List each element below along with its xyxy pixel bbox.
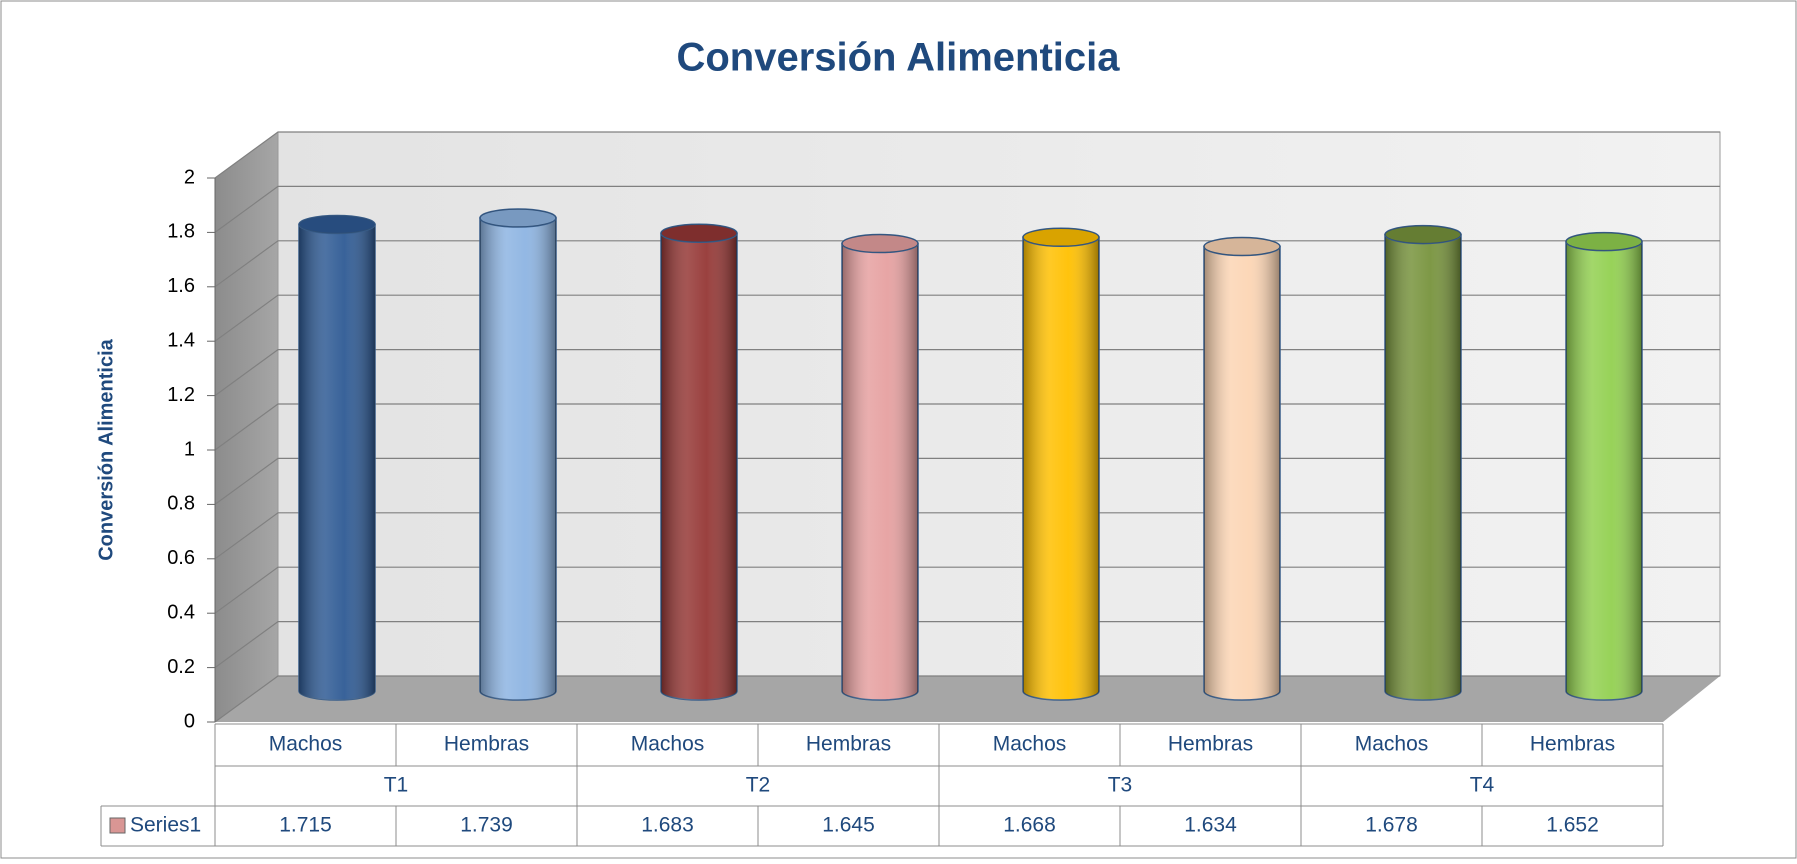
data-label: 1.668 — [1003, 814, 1056, 837]
group-label: T1 — [384, 774, 409, 797]
y-tick-label: 0.4 — [167, 601, 195, 623]
bar-top — [660, 223, 738, 243]
bar-top — [1384, 224, 1462, 245]
bar-top-shade — [1023, 228, 1099, 247]
grid-line — [214, 185, 1720, 233]
y-axis-label: Conversión Alimenticia — [95, 338, 117, 560]
bar-top — [1203, 236, 1281, 257]
bar-top — [1022, 227, 1100, 248]
data-label: 1.634 — [1184, 814, 1237, 837]
floor — [215, 676, 1720, 722]
bar-top — [841, 233, 919, 254]
y-tick-label: 1.4 — [167, 329, 195, 351]
data-label: 1.683 — [641, 814, 694, 837]
bar-top-shade — [480, 208, 556, 227]
y-tick-label: 1 — [184, 438, 195, 460]
bar-shade — [299, 224, 375, 700]
group-label: T4 — [1470, 774, 1495, 797]
group-label: T2 — [746, 774, 771, 797]
x-tick-label: Machos — [1355, 733, 1429, 756]
y-tick-label: 0.2 — [167, 656, 195, 678]
bar-shade — [1204, 246, 1280, 700]
bar-shade — [1385, 234, 1461, 701]
bar-shade — [480, 217, 556, 700]
group-label: T3 — [1108, 774, 1133, 797]
bar-shade — [661, 233, 737, 700]
bar-shade — [1566, 241, 1642, 700]
data-label: 1.678 — [1365, 814, 1418, 837]
bar-top-shade — [299, 215, 375, 234]
y-tick-label: 1.2 — [167, 384, 195, 406]
x-tick-label: Machos — [269, 733, 343, 756]
data-label: 1.715 — [279, 814, 332, 837]
bar-top — [298, 214, 376, 235]
legend-label: Series1 — [130, 814, 201, 837]
y-tick-label: 2 — [184, 166, 195, 188]
y-tick-label: 0.6 — [167, 547, 195, 569]
bar-top-shade — [1566, 232, 1642, 251]
y-tick-label: 1.8 — [167, 221, 195, 243]
bar-top-shade — [1385, 225, 1461, 244]
chart-title: Conversión Alimenticia — [676, 36, 1120, 80]
bar-shade — [1023, 237, 1099, 700]
bar-top — [479, 208, 557, 228]
data-label: 1.652 — [1546, 814, 1599, 837]
y-tick-label: 1.6 — [167, 275, 195, 297]
x-tick-label: Hembras — [444, 733, 529, 756]
x-tick-label: Hembras — [1530, 733, 1615, 756]
bar-shade — [842, 243, 918, 700]
x-tick-label: Machos — [631, 733, 705, 756]
x-tick-label: Machos — [993, 733, 1067, 756]
x-tick-label: Hembras — [806, 733, 891, 756]
y-tick-label: 0 — [184, 710, 195, 732]
bar-top-shade — [1204, 237, 1280, 256]
y-tick-label: 0.8 — [167, 493, 195, 515]
bar-top-shade — [661, 224, 737, 243]
bar-top-shade — [842, 234, 918, 253]
data-label: 1.645 — [822, 814, 875, 837]
x-tick-label: Hembras — [1168, 733, 1253, 756]
legend-key — [109, 817, 126, 834]
data-label: 1.739 — [460, 814, 513, 837]
grid-line — [214, 131, 1720, 179]
bar-top — [1565, 231, 1643, 252]
